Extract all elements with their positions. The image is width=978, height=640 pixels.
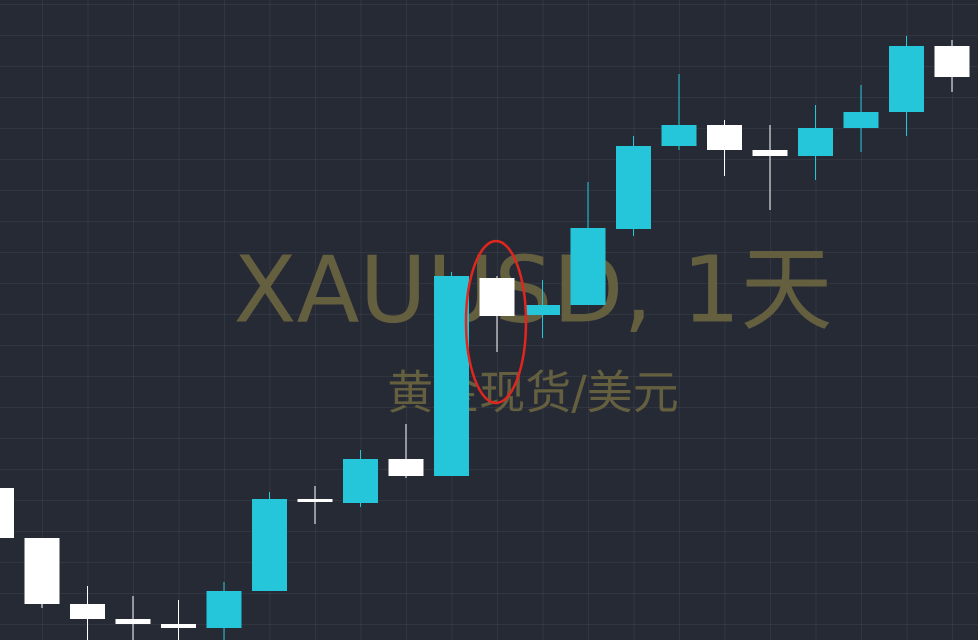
watermark-title: XAUUSD, 1天 — [234, 236, 833, 343]
candle-body — [70, 604, 105, 619]
candle-body — [525, 305, 560, 315]
candle-body — [843, 112, 879, 128]
candle-body — [297, 499, 333, 502]
candle-body — [889, 46, 924, 112]
candle-body — [661, 125, 697, 146]
candle-body — [161, 624, 196, 628]
candle-body — [798, 128, 833, 156]
candle-body — [934, 46, 970, 77]
candle-body — [252, 499, 287, 591]
candles — [0, 36, 970, 640]
candle-body — [343, 459, 378, 503]
candle-body — [570, 228, 606, 305]
candle-body — [616, 146, 651, 229]
candle-body — [707, 125, 742, 150]
candle-body — [115, 619, 151, 624]
candle-body — [479, 278, 515, 316]
candle-body — [24, 538, 60, 604]
candle-body — [0, 488, 14, 538]
watermark-subtitle: 黄金现货/美元 — [387, 366, 679, 420]
candle-body — [388, 459, 424, 476]
candle-body — [752, 150, 788, 156]
highlight-ellipse — [464, 239, 528, 405]
candle-body — [206, 591, 242, 628]
candle-body — [434, 276, 469, 476]
